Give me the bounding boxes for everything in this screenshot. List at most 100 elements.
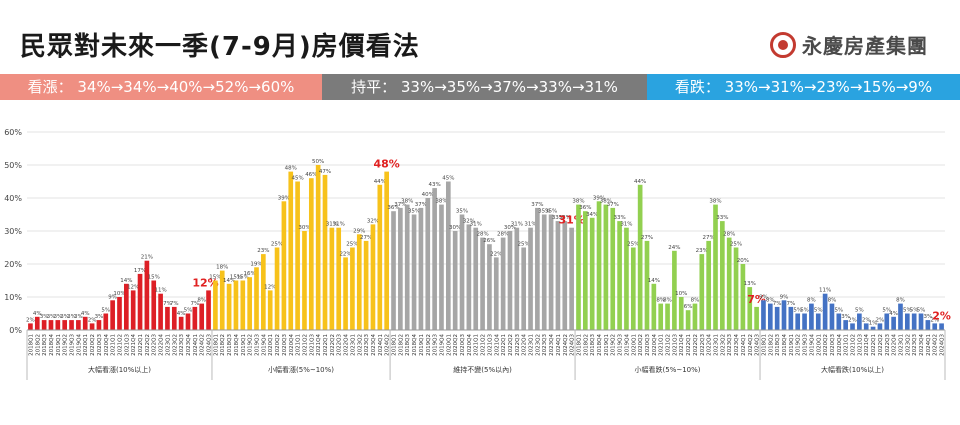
x-tick-label: 2021Q1 bbox=[474, 334, 480, 356]
data-label: 17% bbox=[134, 268, 146, 274]
x-tick-label: 2022Q4 bbox=[707, 334, 713, 356]
bar bbox=[144, 260, 150, 330]
bar bbox=[219, 270, 225, 330]
data-label: 38% bbox=[572, 199, 584, 205]
x-tick-label: 2022Q3 bbox=[337, 334, 343, 356]
bar bbox=[445, 181, 451, 330]
data-label: 45% bbox=[442, 176, 454, 182]
yungching-logo-icon bbox=[770, 31, 796, 58]
x-tick-label: 2019Q1 bbox=[241, 334, 247, 356]
data-label: 38% bbox=[401, 199, 413, 205]
x-tick-label: 2021Q4 bbox=[679, 334, 685, 356]
x-tick-label: 2022Q1 bbox=[686, 334, 692, 356]
bar bbox=[76, 320, 81, 330]
data-label: 37% bbox=[415, 202, 427, 208]
bar bbox=[493, 257, 499, 330]
data-label: 5% bbox=[800, 308, 809, 314]
bar bbox=[672, 250, 677, 330]
data-label: 36% bbox=[387, 205, 399, 211]
bar bbox=[795, 313, 801, 330]
bar bbox=[404, 204, 410, 330]
bar bbox=[521, 247, 527, 330]
bar bbox=[843, 320, 848, 330]
x-tick-label: 2019Q4 bbox=[439, 334, 445, 356]
data-label: 38% bbox=[709, 199, 721, 205]
x-tick-label: 2020Q1 bbox=[816, 334, 822, 356]
data-label: 14% bbox=[648, 278, 660, 284]
data-label: 33% bbox=[613, 215, 625, 221]
data-label: 3% bbox=[67, 314, 76, 320]
data-label: 9% bbox=[759, 294, 768, 300]
data-label: 1% bbox=[869, 321, 878, 327]
x-tick-label: 2024Q1 bbox=[741, 334, 747, 356]
bar bbox=[117, 297, 122, 330]
x-tick-label: 2023Q3 bbox=[542, 334, 548, 356]
y-tick-label: 60% bbox=[4, 128, 22, 137]
data-label: 9% bbox=[780, 294, 789, 300]
x-tick-label: 2021Q2 bbox=[117, 334, 123, 356]
data-label: 3% bbox=[95, 314, 104, 320]
x-tick-label: 2018Q4 bbox=[234, 334, 240, 356]
x-tick-label: 2023Q3 bbox=[364, 334, 370, 356]
data-label: 12% bbox=[264, 284, 276, 290]
x-tick-label: 2023Q4 bbox=[186, 334, 192, 356]
x-tick-label: 2020Q1 bbox=[83, 334, 89, 356]
data-label: 25% bbox=[271, 242, 283, 248]
bar bbox=[850, 323, 855, 330]
bar bbox=[617, 221, 622, 330]
x-tick-label: 2019Q4 bbox=[261, 334, 267, 356]
bar bbox=[315, 165, 321, 330]
bar bbox=[898, 303, 903, 330]
bar bbox=[62, 320, 68, 330]
x-tick-label: 2018Q3 bbox=[590, 334, 596, 356]
data-label: 8% bbox=[807, 298, 816, 304]
x-tick-label: 2023Q3 bbox=[727, 334, 733, 356]
x-tick-label: 2020Q2 bbox=[638, 334, 644, 356]
x-tick-label: 2021Q3 bbox=[487, 334, 493, 356]
x-tick-label: 2022Q2 bbox=[330, 334, 336, 356]
bar bbox=[583, 211, 588, 330]
bar bbox=[370, 224, 376, 330]
series-group-label: 維持不變(5%以內) bbox=[453, 365, 512, 374]
bar bbox=[206, 290, 211, 330]
data-label: 37% bbox=[531, 202, 543, 208]
bar bbox=[213, 280, 218, 330]
x-tick-label: 2019Q3 bbox=[433, 334, 439, 356]
bar bbox=[281, 201, 287, 330]
bar bbox=[391, 211, 396, 330]
x-tick-label: 2019Q2 bbox=[248, 334, 254, 356]
x-tick-label: 2021Q3 bbox=[124, 334, 130, 356]
data-label: 31% bbox=[524, 222, 536, 228]
bar bbox=[171, 306, 177, 330]
data-label: 31% bbox=[326, 222, 338, 228]
bar bbox=[350, 247, 355, 330]
x-tick-label: 2024Q3 bbox=[207, 334, 213, 356]
x-tick-label: 2024Q3 bbox=[570, 334, 576, 356]
data-label: 20% bbox=[737, 258, 749, 264]
series-group-label: 大幅看跌(10%以上) bbox=[821, 365, 884, 374]
x-tick-label: 2018Q3 bbox=[405, 334, 411, 356]
x-tick-label: 2024Q1 bbox=[556, 334, 562, 356]
data-label: 5% bbox=[101, 308, 110, 314]
x-tick-label: 2024Q1 bbox=[926, 334, 932, 356]
brand-logo: 永慶房產集團 bbox=[770, 30, 928, 59]
x-tick-label: 2019Q4 bbox=[624, 334, 630, 356]
bar bbox=[548, 214, 554, 330]
bar bbox=[891, 316, 896, 330]
bar bbox=[295, 181, 300, 330]
data-label: 22% bbox=[490, 251, 502, 257]
x-tick-label: 2018Q2 bbox=[220, 334, 226, 356]
bar bbox=[124, 283, 129, 330]
bar bbox=[329, 227, 335, 330]
data-label: 30% bbox=[449, 225, 461, 231]
highlight-label: 2% bbox=[932, 309, 951, 322]
x-tick-label: 2024Q2 bbox=[385, 334, 391, 356]
bar bbox=[308, 178, 314, 330]
x-tick-label: 2020Q4 bbox=[467, 334, 473, 356]
bar bbox=[720, 221, 725, 330]
x-tick-label: 2022Q2 bbox=[508, 334, 514, 356]
x-tick-label: 2019Q4 bbox=[809, 334, 815, 356]
data-label: 7% bbox=[170, 301, 179, 307]
x-tick-label: 2018Q1 bbox=[761, 334, 767, 356]
data-label: 28% bbox=[723, 232, 735, 238]
